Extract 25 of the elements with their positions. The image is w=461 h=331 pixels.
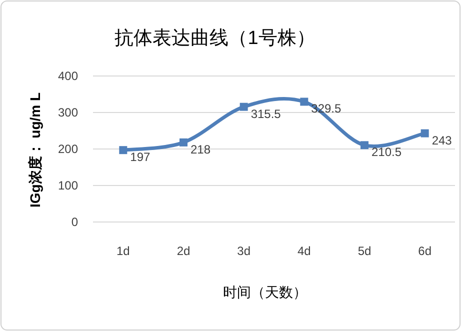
- data-label: 218: [190, 142, 211, 156]
- y-tick-label: 400: [58, 69, 78, 83]
- point: [300, 98, 308, 106]
- point: [180, 138, 188, 146]
- y-tick-label: 0: [71, 215, 78, 229]
- data-label: 210.5: [372, 145, 402, 160]
- point: [420, 129, 429, 138]
- x-tick-label: 6d: [418, 244, 432, 258]
- y-tick-label: 200: [58, 142, 78, 156]
- y-tick-label: 300: [58, 106, 78, 120]
- y-tick-label: 100: [58, 178, 78, 192]
- y-axis-title: IGg浓度： ug/m L: [27, 92, 43, 208]
- x-tick-label: 3d: [237, 244, 251, 258]
- point: [360, 141, 368, 150]
- point: [240, 102, 248, 111]
- x-tick-label: 1d: [116, 244, 130, 258]
- point: [119, 146, 128, 154]
- x-tick-label: 5d: [358, 244, 372, 258]
- x-axis-title: 时间（天数）: [223, 284, 307, 300]
- x-tick-label: 4d: [297, 244, 311, 258]
- chart-title: 抗体表达曲线（1号株）: [114, 28, 316, 49]
- data-label: 243: [432, 133, 452, 148]
- x-tick-label: 2d: [176, 244, 190, 258]
- data-label: 197: [130, 150, 151, 164]
- data-label: 315.5: [250, 106, 282, 121]
